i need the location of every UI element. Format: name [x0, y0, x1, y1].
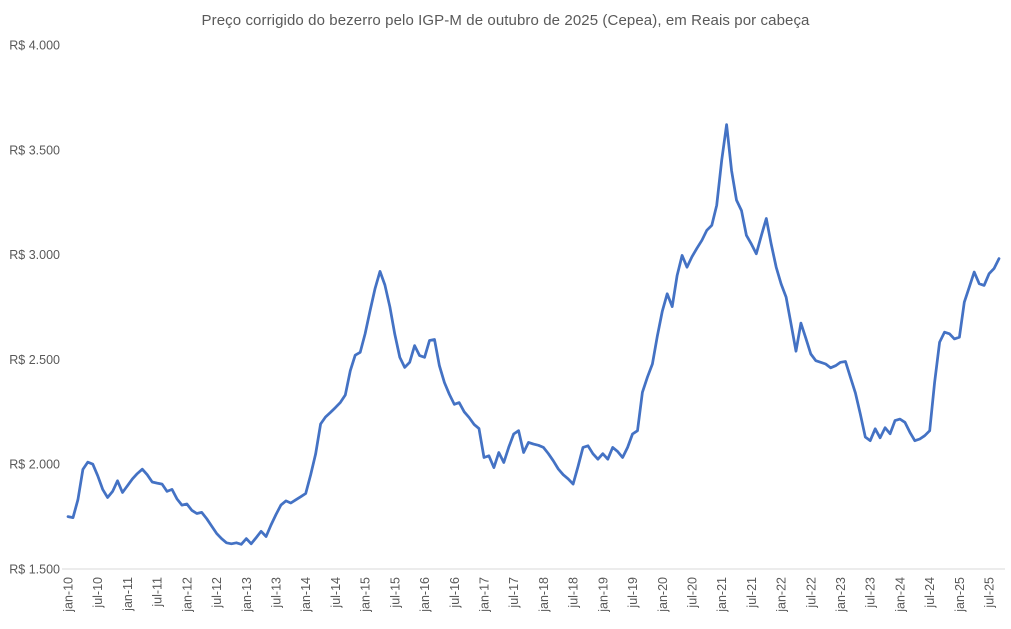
- x-axis-tick-label: jan-18: [537, 577, 551, 613]
- x-axis-tick-label: jul-23: [864, 577, 878, 609]
- x-axis-tick-label: jan-10: [62, 577, 76, 613]
- x-axis-tick-label: jan-23: [834, 577, 848, 613]
- x-axis-tick-label: jul-10: [91, 577, 105, 609]
- x-axis-tick-label: jul-19: [626, 577, 640, 609]
- x-axis-tick-label: jan-25: [953, 577, 967, 613]
- x-axis-tick-label: jan-22: [775, 577, 789, 613]
- x-axis-tick-label: jul-11: [151, 577, 165, 608]
- y-axis-tick-label: R$ 1.500: [9, 563, 60, 577]
- x-axis-tick-label: jan-21: [715, 577, 729, 613]
- x-axis-tick-label: jul-12: [210, 577, 224, 609]
- y-axis-tick-label: R$ 2.000: [9, 458, 60, 472]
- x-axis-tick-label: jan-19: [596, 577, 610, 613]
- x-axis-tick-label: jul-22: [804, 577, 818, 609]
- chart-title: Preço corrigido do bezerro pelo IGP-M de…: [201, 12, 810, 29]
- x-axis-tick-label: jul-14: [329, 577, 343, 609]
- x-axis-tick-label: jan-24: [893, 577, 907, 613]
- x-axis-tick-label: jul-16: [448, 577, 462, 609]
- x-axis-tick-label: jan-15: [359, 577, 373, 613]
- x-axis-tick-label: jul-24: [923, 577, 937, 609]
- x-axis-tick-label: jul-18: [567, 577, 581, 609]
- x-axis-tick-label: jan-16: [418, 577, 432, 613]
- x-axis-tick-label: jan-11: [121, 577, 135, 612]
- x-axis-tick-label: jul-25: [983, 577, 997, 609]
- x-axis-tick-label: jul-17: [507, 577, 521, 609]
- x-axis-tick-label: jul-21: [745, 577, 759, 609]
- y-axis-tick-label: R$ 3.000: [9, 248, 60, 262]
- y-axis-tick-label: R$ 3.500: [9, 143, 60, 157]
- y-axis-tick-label: R$ 4.000: [9, 39, 60, 53]
- x-axis-tick-label: jul-15: [388, 577, 402, 609]
- x-axis-tick-label: jan-17: [477, 577, 491, 613]
- x-axis-tick-label: jan-14: [299, 577, 313, 613]
- x-axis-tick-label: jan-13: [240, 577, 254, 613]
- x-axis-tick-label: jan-12: [180, 577, 194, 613]
- x-axis-tick-label: jul-13: [269, 577, 283, 609]
- x-axis-tick-label: jan-20: [656, 577, 670, 613]
- price-line: [66, 123, 1001, 546]
- x-axis-tick-label: jul-20: [685, 577, 699, 609]
- y-axis-tick-label: R$ 2.500: [9, 353, 60, 367]
